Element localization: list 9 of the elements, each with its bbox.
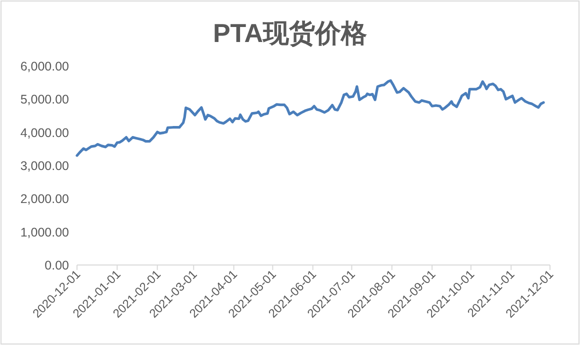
line-series [76, 79, 545, 157]
y-tick-label: 3,000.00 [20, 159, 70, 173]
chart-title: PTA现货价格 [212, 18, 368, 48]
y-tick-label: 0.00 [44, 258, 70, 272]
y-tick-label: 6,000.00 [20, 60, 70, 74]
y-tick-label: 4,000.00 [20, 126, 70, 140]
y-tick-label: 1,000.00 [20, 225, 70, 240]
y-tick-label: 2,000.00 [20, 192, 70, 206]
y-tick-label: 5,000.00 [20, 92, 70, 107]
